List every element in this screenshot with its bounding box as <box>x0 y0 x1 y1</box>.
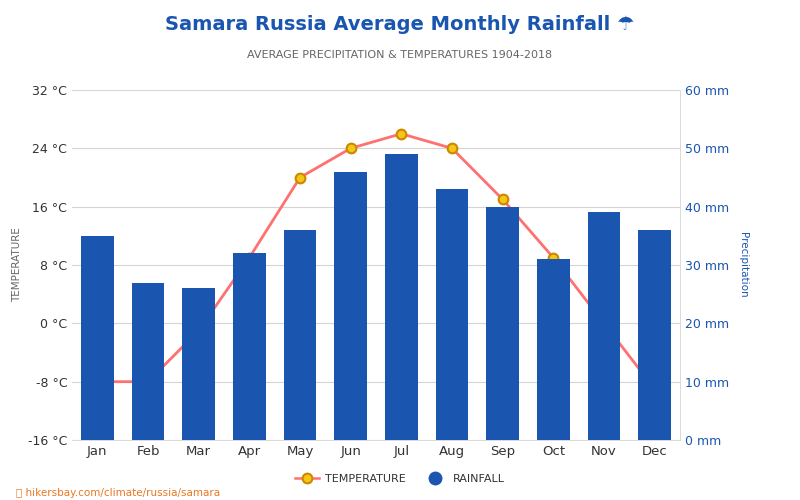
Bar <box>233 254 266 440</box>
Bar <box>283 230 317 440</box>
Bar <box>81 236 114 440</box>
Text: 📍 hikersbay.com/climate/russia/samara: 📍 hikersbay.com/climate/russia/samara <box>16 488 220 498</box>
Bar <box>435 189 469 440</box>
Text: AVERAGE PRECIPITATION & TEMPERATURES 1904-2018: AVERAGE PRECIPITATION & TEMPERATURES 190… <box>247 50 553 60</box>
Bar <box>537 259 570 440</box>
Bar <box>587 212 621 440</box>
Text: Samara Russia Average Monthly Rainfall ☂: Samara Russia Average Monthly Rainfall ☂ <box>166 15 634 34</box>
Bar <box>486 206 519 440</box>
Bar <box>334 172 367 440</box>
Y-axis label: Precipitation: Precipitation <box>738 232 748 298</box>
Bar <box>385 154 418 440</box>
Bar <box>131 282 165 440</box>
Bar <box>638 230 671 440</box>
Bar <box>182 288 215 440</box>
Y-axis label: TEMPERATURE: TEMPERATURE <box>12 228 22 302</box>
Legend: TEMPERATURE, RAINFALL: TEMPERATURE, RAINFALL <box>290 470 510 489</box>
